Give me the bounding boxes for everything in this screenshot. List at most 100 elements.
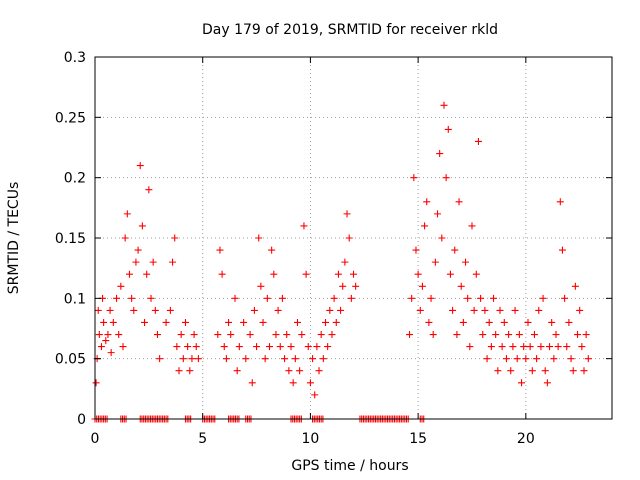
data-point <box>326 306 334 314</box>
data-points <box>91 101 592 423</box>
data-point <box>132 258 140 266</box>
data-point <box>304 343 312 351</box>
data-point <box>214 331 222 339</box>
data-point <box>100 318 108 326</box>
data-point <box>509 343 517 351</box>
data-point <box>141 318 149 326</box>
y-tick-label: 0 <box>77 412 86 428</box>
x-tick-label: 10 <box>302 431 320 447</box>
data-point <box>274 306 282 314</box>
data-point <box>347 294 355 302</box>
data-point <box>121 234 129 242</box>
data-point <box>194 355 202 363</box>
data-point <box>513 355 521 363</box>
data-point <box>418 282 426 290</box>
data-point <box>263 294 271 302</box>
data-point <box>265 343 273 351</box>
data-point <box>311 391 319 399</box>
data-point <box>166 306 174 314</box>
data-point <box>496 306 504 314</box>
data-point <box>104 331 112 339</box>
data-point <box>563 343 571 351</box>
axis-ticks <box>94 56 612 420</box>
data-point <box>412 246 420 254</box>
data-point <box>190 331 198 339</box>
data-point <box>574 331 582 339</box>
data-point <box>410 174 418 182</box>
data-point <box>408 294 416 302</box>
data-point <box>427 294 435 302</box>
data-point <box>543 379 551 387</box>
data-point <box>173 343 181 351</box>
y-axis-label: SRMTID / TECUs <box>6 182 22 295</box>
data-point <box>550 355 558 363</box>
x-axis-label: GPS time / hours <box>291 458 408 474</box>
data-point <box>188 355 196 363</box>
data-point <box>136 162 144 170</box>
data-point <box>526 343 534 351</box>
data-point <box>94 306 102 314</box>
data-point <box>285 367 293 375</box>
data-point <box>334 270 342 278</box>
data-point <box>518 379 526 387</box>
y-tick-label: 0.15 <box>55 231 86 247</box>
data-point <box>341 258 349 266</box>
data-point <box>440 101 448 109</box>
data-point <box>468 222 476 230</box>
data-point <box>248 379 256 387</box>
data-point <box>558 246 566 254</box>
data-point <box>528 367 536 375</box>
data-point <box>578 343 586 351</box>
data-point <box>332 318 340 326</box>
data-point <box>283 331 291 339</box>
tick-labels: 0 0.05 0.1 0.15 0.2 0.25 0.3 0 5 10 15 20 <box>55 50 535 447</box>
data-point <box>317 331 325 339</box>
data-point <box>492 331 500 339</box>
data-point <box>582 331 590 339</box>
data-point <box>477 294 485 302</box>
data-point <box>442 174 450 182</box>
y-tick-label: 0.1 <box>64 291 86 307</box>
data-point <box>414 270 422 278</box>
data-point <box>218 270 226 278</box>
data-point <box>416 306 424 314</box>
data-point <box>511 306 519 314</box>
data-point <box>231 294 239 302</box>
data-point <box>220 343 228 351</box>
data-point <box>240 318 248 326</box>
data-point <box>423 198 431 206</box>
data-point <box>352 282 360 290</box>
data-point <box>464 294 472 302</box>
data-point <box>250 306 258 314</box>
data-point <box>313 343 321 351</box>
data-point <box>561 294 569 302</box>
data-point <box>406 331 414 339</box>
data-point <box>565 318 573 326</box>
data-point <box>515 331 523 339</box>
data-point <box>261 355 269 363</box>
data-point <box>298 331 306 339</box>
data-point <box>584 355 592 363</box>
data-point <box>446 270 454 278</box>
data-point <box>151 306 159 314</box>
data-point <box>113 294 121 302</box>
data-point <box>483 355 491 363</box>
data-point <box>576 306 584 314</box>
data-point <box>339 282 347 290</box>
data-point <box>293 318 301 326</box>
data-point <box>302 270 310 278</box>
data-point <box>438 234 446 242</box>
data-point <box>569 367 577 375</box>
y-tick-label: 0.25 <box>55 110 86 126</box>
data-point <box>533 355 541 363</box>
data-point <box>535 306 543 314</box>
data-point <box>177 331 185 339</box>
data-point <box>481 306 489 314</box>
data-point <box>466 343 474 351</box>
data-point <box>330 294 338 302</box>
data-point <box>143 270 151 278</box>
data-point <box>350 270 357 278</box>
data-point <box>567 355 575 363</box>
data-point <box>175 367 183 375</box>
